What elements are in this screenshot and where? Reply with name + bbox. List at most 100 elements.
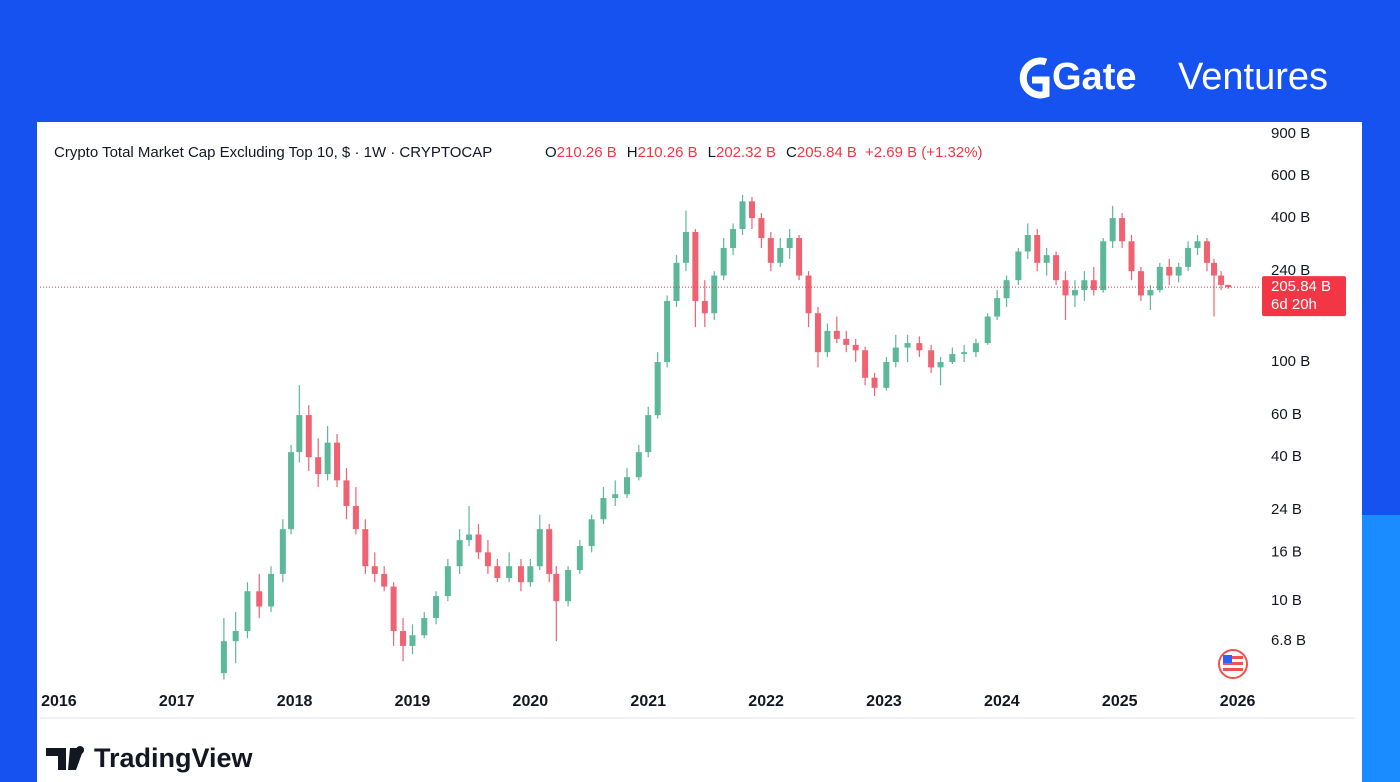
candle-body — [421, 618, 428, 636]
candle-body — [612, 494, 619, 499]
candle-body — [1081, 280, 1088, 291]
chart-title: Crypto Total Market Cap Excluding Top 10… — [54, 144, 492, 161]
x-tick-label: 2021 — [630, 693, 666, 710]
footer-brand: TradingView — [94, 743, 254, 773]
candle-body — [1024, 234, 1031, 252]
flag-stripe — [1223, 662, 1243, 665]
x-tick-label: 2026 — [1220, 693, 1256, 710]
candle-body — [673, 262, 680, 302]
candle-body — [833, 330, 840, 339]
candle-body — [937, 362, 944, 368]
candle-body — [1137, 271, 1144, 296]
candle-body — [527, 566, 534, 583]
candle-body — [334, 442, 341, 481]
x-tick-label: 2016 — [41, 693, 77, 710]
candle-body — [1119, 218, 1126, 242]
candle-body — [883, 362, 890, 388]
candle-body — [928, 350, 935, 368]
candle-body — [1062, 280, 1069, 296]
candle-body — [852, 344, 859, 351]
y-tick-label: 900 B — [1271, 125, 1310, 142]
y-tick-label: 240 B — [1271, 262, 1310, 279]
candle-body — [1015, 251, 1022, 281]
candle-body — [256, 591, 263, 607]
candle-body — [371, 566, 378, 574]
candle-body — [862, 350, 869, 378]
y-tick-label: 60 B — [1271, 406, 1302, 423]
x-tick-label: 2017 — [159, 693, 195, 710]
candle-body — [1053, 255, 1060, 281]
candle-body — [362, 529, 369, 567]
candle-body — [536, 529, 543, 567]
candle-body — [949, 354, 956, 363]
candle-body — [1166, 266, 1173, 276]
last-price-label: 205.84 B — [1271, 278, 1331, 295]
candle-body — [748, 201, 755, 219]
ohlc-value: 210.26 B — [557, 144, 617, 161]
countdown: 6d 20h — [1271, 296, 1317, 313]
candle-body — [1194, 241, 1201, 248]
candle-body — [814, 313, 821, 353]
candle-body — [244, 591, 251, 632]
ohlc-value: 202.32 B — [716, 144, 776, 161]
candle-body — [279, 529, 286, 574]
candle-body — [1203, 241, 1210, 263]
y-tick-label: 400 B — [1271, 209, 1310, 226]
candle-body — [305, 415, 312, 458]
ohlc-key: L — [708, 144, 716, 161]
candle-body — [565, 569, 572, 602]
candle-body — [1043, 255, 1050, 263]
ohlc-legend: O210.26 B H210.26 B L202.32 B C205.84 B +2.6… — [545, 144, 983, 161]
candle-body — [682, 231, 689, 263]
candle-body — [1175, 266, 1182, 276]
candle-body — [475, 534, 482, 553]
candle-body — [1218, 275, 1225, 286]
flag-stripe — [1223, 668, 1243, 671]
candle-body — [324, 442, 331, 475]
candle-body — [635, 452, 642, 478]
candle-body — [390, 586, 397, 632]
candle-body — [1156, 266, 1163, 291]
x-tick-label: 2024 — [984, 693, 1020, 710]
candle-body — [1034, 234, 1041, 263]
ohlc-value: 210.26 B — [638, 144, 698, 161]
candle-body — [972, 343, 979, 353]
gate-text: Gate — [1052, 56, 1136, 98]
flag-canton — [1223, 655, 1232, 663]
candle-body — [720, 247, 727, 276]
flag-stripe — [1223, 656, 1243, 659]
y-tick-label: 6.8 B — [1271, 632, 1306, 649]
candle-body — [517, 566, 524, 583]
candle-body — [1225, 284, 1232, 288]
candle-body — [692, 231, 699, 302]
candle-body — [553, 573, 560, 602]
candle-body — [220, 641, 227, 674]
candle-body — [576, 546, 583, 570]
y-tick-label: 100 B — [1271, 353, 1310, 370]
candle-body — [343, 480, 350, 507]
candle-body — [824, 330, 831, 353]
x-tick-label: 2025 — [1102, 693, 1138, 710]
candle-body — [805, 275, 812, 314]
candle-body — [1003, 280, 1010, 299]
ohlc-value: 205.84 B — [797, 144, 857, 161]
candle-body — [994, 298, 1001, 317]
candle-body — [1147, 290, 1154, 296]
y-tick-label: 10 B — [1271, 592, 1302, 609]
tradingview-logo: TradingView — [46, 743, 254, 773]
candle-body — [296, 415, 303, 453]
candle-body — [871, 377, 878, 388]
candle-body — [484, 552, 491, 567]
candle-body — [796, 238, 803, 276]
ventures-text: Ventures — [1178, 56, 1328, 98]
candle-body — [1090, 280, 1097, 291]
y-tick-label: 24 B — [1271, 501, 1302, 518]
candle-body — [624, 477, 631, 495]
candle-body — [654, 362, 661, 416]
candle-body — [600, 498, 607, 520]
change: +2.69 B (+1.32%) — [865, 144, 983, 161]
x-tick-label: 2020 — [513, 693, 549, 710]
candle-body — [456, 540, 463, 567]
candle-body — [381, 573, 388, 587]
